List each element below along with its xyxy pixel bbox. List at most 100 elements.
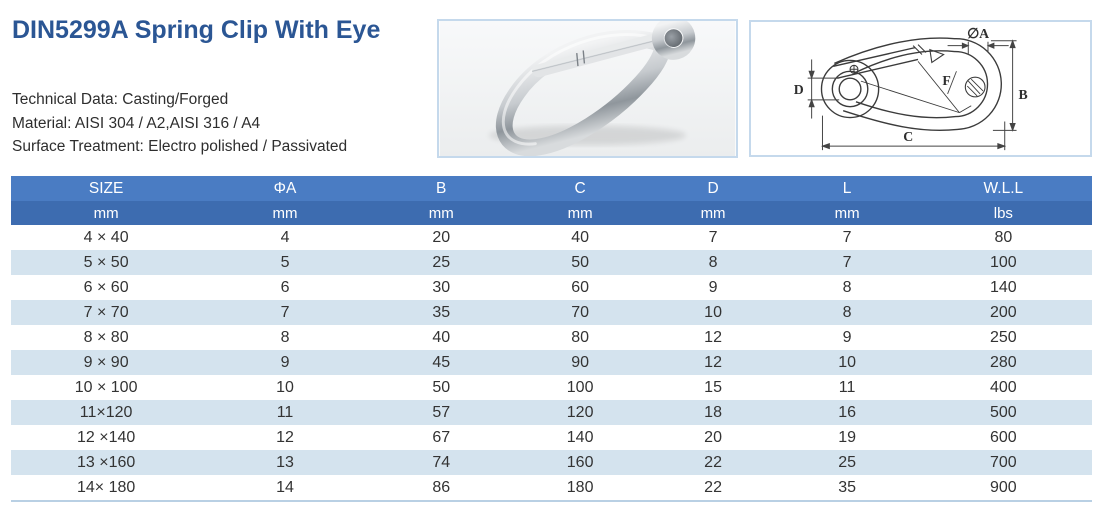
table-cell: 120 <box>513 400 647 425</box>
table-cell: 40 <box>368 325 514 350</box>
technical-drawing-frame: ∅A B C D F <box>749 20 1092 157</box>
table-cell: 12 <box>646 350 780 375</box>
table-cell: 140 <box>513 425 647 450</box>
table-cell: 8 <box>201 325 369 350</box>
table-cell: 160 <box>513 450 647 475</box>
table-cell: 20 <box>368 225 514 250</box>
table-cell: 12 <box>201 425 369 450</box>
table-cell: 9 × 90 <box>11 350 202 375</box>
table-cell: 90 <box>513 350 647 375</box>
unit-d: mm <box>646 201 780 225</box>
table-cell: 60 <box>513 275 647 300</box>
carabiner-photo <box>439 21 736 156</box>
table-cell: 13 ×160 <box>11 450 202 475</box>
table-cell: 180 <box>513 475 647 500</box>
table-row: 10 × 100 10 50 100 15 11 400 <box>11 375 1092 400</box>
table-row: 8 × 80 8 40 80 12 9 250 <box>11 325 1092 350</box>
table-cell: 7 <box>779 225 915 250</box>
col-header-b: B <box>368 176 514 201</box>
table-row: 5 × 50 5 25 50 8 7 100 <box>11 250 1092 275</box>
table-cell: 14 <box>201 475 369 500</box>
units-row: mm mm mm mm mm mm lbs <box>11 201 1092 225</box>
table-cell: 6 × 60 <box>11 275 202 300</box>
table-cell: 140 <box>914 275 1092 300</box>
table-cell: 600 <box>914 425 1092 450</box>
dim-label-c: C <box>903 129 913 144</box>
table-cell: 8 <box>646 250 780 275</box>
table-cell: 7 <box>646 225 780 250</box>
table-cell: 50 <box>368 375 514 400</box>
dim-label-a: ∅A <box>967 26 989 41</box>
table-cell: 100 <box>513 375 647 400</box>
table-cell: 19 <box>779 425 915 450</box>
col-header-c: C <box>513 176 647 201</box>
table-cell: 6 <box>201 275 369 300</box>
table-cell: 11 <box>201 400 369 425</box>
table-cell: 13 <box>201 450 369 475</box>
table-cell: 8 × 80 <box>11 325 202 350</box>
table-cell: 16 <box>779 400 915 425</box>
dim-label-d: D <box>794 82 804 97</box>
table-cell: 12 ×140 <box>11 425 202 450</box>
spec-line-surface-treatment: Surface Treatment: Electro polished / Pa… <box>12 138 348 155</box>
col-header-wll: W.L.L <box>914 176 1092 201</box>
table-cell: 20 <box>646 425 780 450</box>
page-title: DIN5299A Spring Clip With Eye <box>12 16 381 44</box>
table-cell: 250 <box>914 325 1092 350</box>
table-cell: 100 <box>914 250 1092 275</box>
table-cell: 700 <box>914 450 1092 475</box>
table-cell: 400 <box>914 375 1092 400</box>
table-cell: 7 <box>779 250 915 275</box>
table-cell: 67 <box>368 425 514 450</box>
col-header-phi-a: ΦA <box>201 176 369 201</box>
table-cell: 500 <box>914 400 1092 425</box>
table-cell: 4 <box>201 225 369 250</box>
table-cell: 8 <box>779 300 915 325</box>
col-header-d: D <box>646 176 780 201</box>
table-row: 14× 180 14 86 180 22 35 900 <box>11 475 1092 500</box>
table-cell: 80 <box>513 325 647 350</box>
spec-table: SIZE ΦA B C D L W.L.L mm mm mm mm mm mm … <box>11 176 1092 500</box>
spec-line-material: Material: AISI 304 / A2,AISI 316 / A4 <box>12 114 261 132</box>
unit-l: mm <box>779 201 915 225</box>
table-cell: 57 <box>368 400 514 425</box>
header-row: SIZE ΦA B C D L W.L.L <box>11 176 1092 201</box>
col-header-l: L <box>779 176 915 201</box>
table-cell: 11×120 <box>11 400 202 425</box>
table-cell: 9 <box>779 325 915 350</box>
table-cell: 8 <box>779 275 915 300</box>
table-cell: 22 <box>646 475 780 500</box>
table-cell: 9 <box>201 350 369 375</box>
table-cell: 7 <box>201 300 369 325</box>
table-cell: 10 × 100 <box>11 375 202 400</box>
table-cell: 10 <box>646 300 780 325</box>
table-row: 9 × 90 9 45 90 12 10 280 <box>11 350 1092 375</box>
unit-phi-a: mm <box>201 201 369 225</box>
table-cell: 80 <box>914 225 1092 250</box>
table-row: 11×120 11 57 120 18 16 500 <box>11 400 1092 425</box>
table-cell: 14× 180 <box>11 475 202 500</box>
table-cell: 900 <box>914 475 1092 500</box>
table-cell: 70 <box>513 300 647 325</box>
unit-c: mm <box>513 201 647 225</box>
table-cell: 12 <box>646 325 780 350</box>
dim-label-f: F <box>942 73 950 88</box>
table-cell: 22 <box>646 450 780 475</box>
table-row: 6 × 60 6 30 60 9 8 140 <box>11 275 1092 300</box>
table-cell: 30 <box>368 275 514 300</box>
table-cell: 7 × 70 <box>11 300 202 325</box>
spec-line-technical-data: Technical Data: Casting/Forged <box>12 91 229 108</box>
table-cell: 280 <box>914 350 1092 375</box>
table-cell: 5 <box>201 250 369 275</box>
table-row: 12 ×140 12 67 140 20 19 600 <box>11 425 1092 450</box>
dim-label-b: B <box>1019 87 1028 102</box>
unit-b: mm <box>368 201 514 225</box>
table-cell: 15 <box>646 375 780 400</box>
table-cell: 5 × 50 <box>11 250 202 275</box>
spec-block: Technical Data: Casting/Forged Material:… <box>12 88 347 159</box>
table-cell: 74 <box>368 450 514 475</box>
spec-table-wrap: SIZE ΦA B C D L W.L.L mm mm mm mm mm mm … <box>11 176 1092 502</box>
technical-drawing: ∅A B C D F <box>794 26 1028 151</box>
table-cell: 11 <box>779 375 915 400</box>
table-cell: 35 <box>779 475 915 500</box>
